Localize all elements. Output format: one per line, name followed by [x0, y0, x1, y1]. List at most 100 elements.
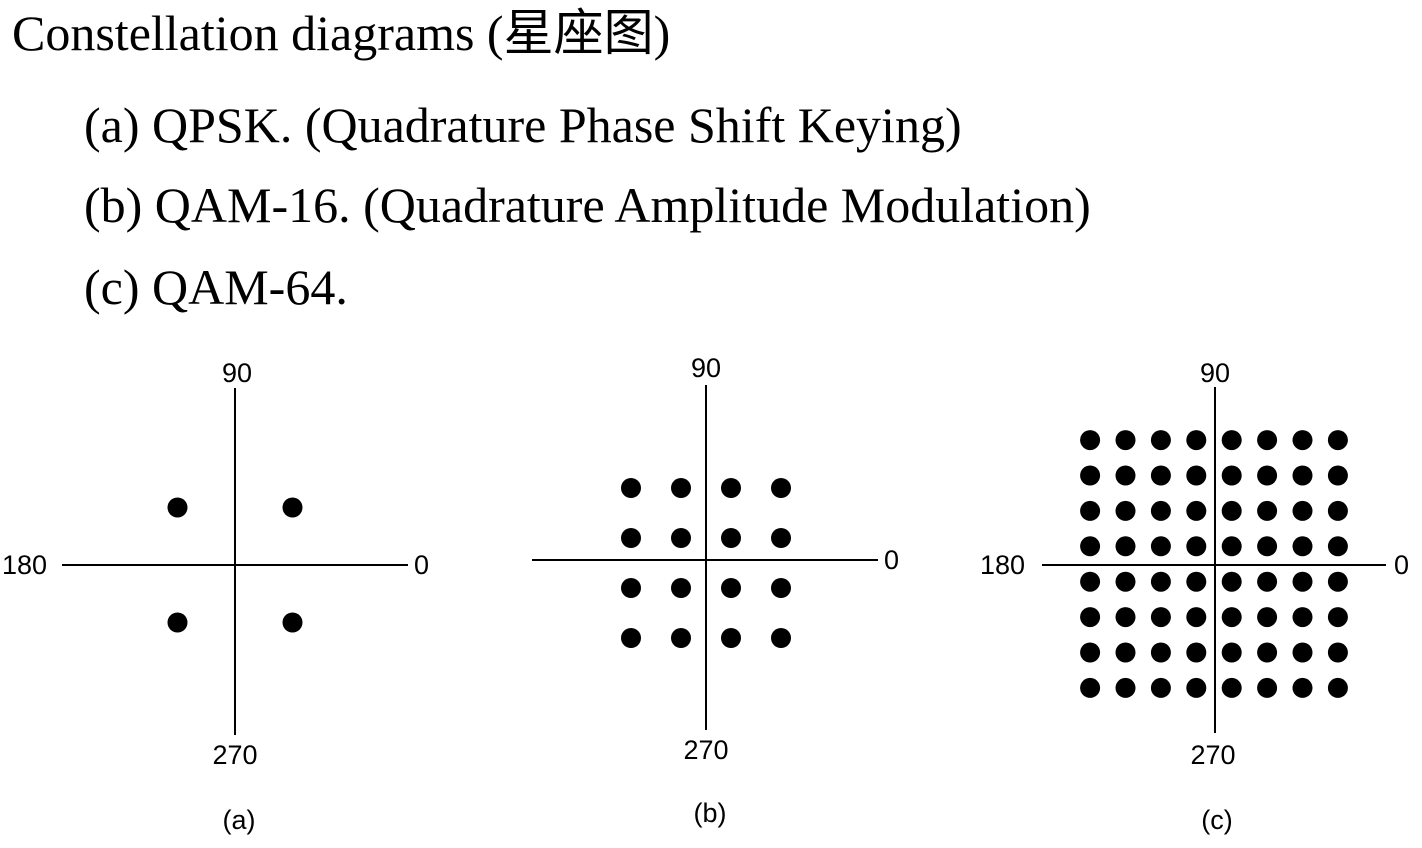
label-270: 270: [212, 740, 257, 770]
caption-c: (c): [1201, 805, 1232, 835]
constellation-point: [1257, 465, 1278, 486]
constellation-point: [1292, 571, 1313, 592]
diagram-qam16: 90 0 270 (b): [532, 353, 899, 828]
constellation-point: [1080, 500, 1101, 521]
constellation-point: [771, 478, 791, 498]
constellation-point: [1115, 430, 1136, 451]
caption-a: (a): [223, 805, 256, 835]
constellation-point: [721, 478, 741, 498]
constellation-point: [1080, 536, 1101, 557]
constellation-points-c: [1080, 430, 1348, 698]
constellation-point: [1080, 430, 1101, 451]
constellation-point: [1080, 642, 1101, 663]
constellation-point: [1186, 642, 1207, 663]
label-180: 180: [980, 550, 1025, 580]
constellation-point: [1292, 465, 1313, 486]
constellation-point: [1221, 465, 1242, 486]
constellation-point: [621, 528, 641, 548]
constellation-point: [1257, 430, 1278, 451]
constellation-point: [1257, 607, 1278, 628]
constellation-point: [671, 478, 691, 498]
constellation-point: [1327, 430, 1348, 451]
constellation-point: [1292, 642, 1313, 663]
constellation-point: [1150, 571, 1171, 592]
constellation-point: [1292, 500, 1313, 521]
constellation-point: [1080, 465, 1101, 486]
constellation-point: [771, 628, 791, 648]
page-title: Constellation diagrams (星座图): [12, 5, 671, 61]
constellation-point: [621, 578, 641, 598]
constellation-point: [1257, 571, 1278, 592]
constellation-point: [167, 497, 188, 518]
constellation-point: [1327, 500, 1348, 521]
label-90: 90: [691, 353, 721, 383]
label-0: 0: [884, 545, 899, 575]
constellation-point: [1115, 607, 1136, 628]
constellation-point: [1080, 677, 1101, 698]
constellation-point: [671, 578, 691, 598]
constellation-point: [1221, 642, 1242, 663]
constellation-point: [282, 612, 303, 633]
constellation-point: [1150, 536, 1171, 557]
constellation-point: [1186, 465, 1207, 486]
constellation-point: [1080, 607, 1101, 628]
diagram-qam64: 90 180 0 270 (c): [980, 358, 1409, 835]
constellation-point: [1115, 536, 1136, 557]
diagram-qpsk: 90 180 0 270 (a): [2, 358, 429, 835]
list-item-qpsk: (a) QPSK. (Quadrature Phase Shift Keying…: [84, 97, 962, 153]
constellation-point: [282, 497, 303, 518]
constellation-point: [1221, 677, 1242, 698]
constellation-point: [1115, 465, 1136, 486]
constellation-point: [1327, 677, 1348, 698]
constellation-point: [1080, 571, 1101, 592]
constellation-point: [1186, 571, 1207, 592]
constellation-point: [1327, 571, 1348, 592]
constellation-point: [1327, 607, 1348, 628]
list-item-qam64: (c) QAM-64.: [84, 259, 348, 315]
constellation-point: [1115, 500, 1136, 521]
label-270: 270: [683, 735, 728, 765]
constellation-point: [1221, 430, 1242, 451]
constellation-point: [621, 478, 641, 498]
constellation-point: [771, 528, 791, 548]
constellation-point: [1150, 465, 1171, 486]
constellation-point: [721, 528, 741, 548]
constellation-point: [1150, 677, 1171, 698]
constellation-point: [1186, 677, 1207, 698]
constellation-point: [721, 578, 741, 598]
constellation-point: [1221, 536, 1242, 557]
list-item-qam16: (b) QAM-16. (Quadrature Amplitude Modula…: [84, 177, 1091, 233]
constellation-point: [1221, 571, 1242, 592]
constellation-point: [1327, 642, 1348, 663]
constellation-points-a: [167, 497, 303, 633]
constellation-point: [621, 628, 641, 648]
label-0: 0: [414, 550, 429, 580]
constellation-point: [1221, 607, 1242, 628]
constellation-point: [1292, 536, 1313, 557]
caption-b: (b): [694, 798, 727, 828]
constellation-point: [1257, 536, 1278, 557]
constellation-point: [671, 628, 691, 648]
constellation-point: [1292, 430, 1313, 451]
constellation-point: [1150, 500, 1171, 521]
label-0: 0: [1394, 550, 1409, 580]
constellation-points-b: [621, 478, 791, 648]
constellation-point: [1221, 500, 1242, 521]
constellation-point: [1150, 430, 1171, 451]
constellation-point: [771, 578, 791, 598]
constellation-point: [1186, 430, 1207, 451]
constellation-point: [1186, 536, 1207, 557]
constellation-point: [1186, 500, 1207, 521]
constellation-point: [1327, 536, 1348, 557]
constellation-point: [1257, 642, 1278, 663]
constellation-point: [1292, 607, 1313, 628]
label-90: 90: [1200, 358, 1230, 388]
constellation-point: [1115, 571, 1136, 592]
label-180: 180: [2, 550, 47, 580]
constellation-point: [1186, 607, 1207, 628]
label-270: 270: [1190, 740, 1235, 770]
label-90: 90: [222, 358, 252, 388]
constellation-point: [1257, 500, 1278, 521]
constellation-point: [1327, 465, 1348, 486]
